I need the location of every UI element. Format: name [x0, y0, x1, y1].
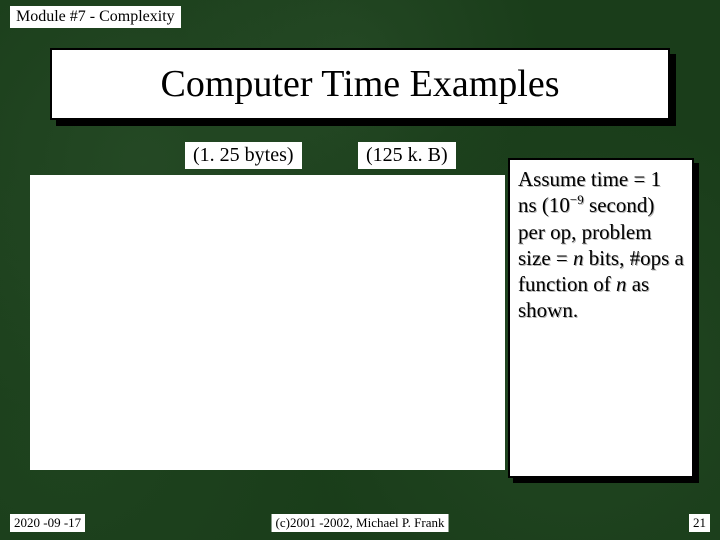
t5a: size =: [518, 246, 573, 270]
t4: op, problem: [550, 220, 651, 244]
footer-copyright-text: (c)2001 -2002, Michael P. Frank: [276, 515, 445, 530]
t7a: function of: [518, 272, 616, 296]
label-bytes-left-text: (1. 25 bytes): [193, 144, 294, 166]
module-header-text: Module #7 - Complexity: [16, 8, 175, 25]
t5n: n: [573, 246, 584, 270]
footer-page-text: 21: [693, 515, 706, 530]
module-header: Module #7 - Complexity: [10, 6, 181, 28]
slide-title: Computer Time Examples: [161, 62, 560, 106]
title-box: Computer Time Examples: [50, 48, 670, 120]
t5b: bits,: [584, 246, 625, 270]
footer-date: 2020 -09 -17: [10, 514, 85, 532]
footer-page-number: 21: [689, 514, 710, 532]
assumption-text: Assume time = 1 ns (10−9 second) per op,…: [518, 167, 684, 322]
label-bytes-right: (125 k. B): [358, 142, 456, 169]
label-bytes-right-text: (125 k. B): [366, 144, 448, 166]
label-bytes-left: (1. 25 bytes): [185, 142, 302, 169]
footer-copyright: (c)2001 -2002, Michael P. Frank: [272, 514, 449, 532]
t1: Assume time: [518, 167, 628, 191]
t6: #ops a: [630, 246, 684, 270]
t7n: n: [616, 272, 627, 296]
body-placeholder: [30, 175, 505, 470]
t2sup: −9: [570, 192, 584, 207]
assumption-box: Assume time = 1 ns (10−9 second) per op,…: [508, 158, 694, 478]
footer-date-text: 2020 -09 -17: [14, 515, 81, 530]
